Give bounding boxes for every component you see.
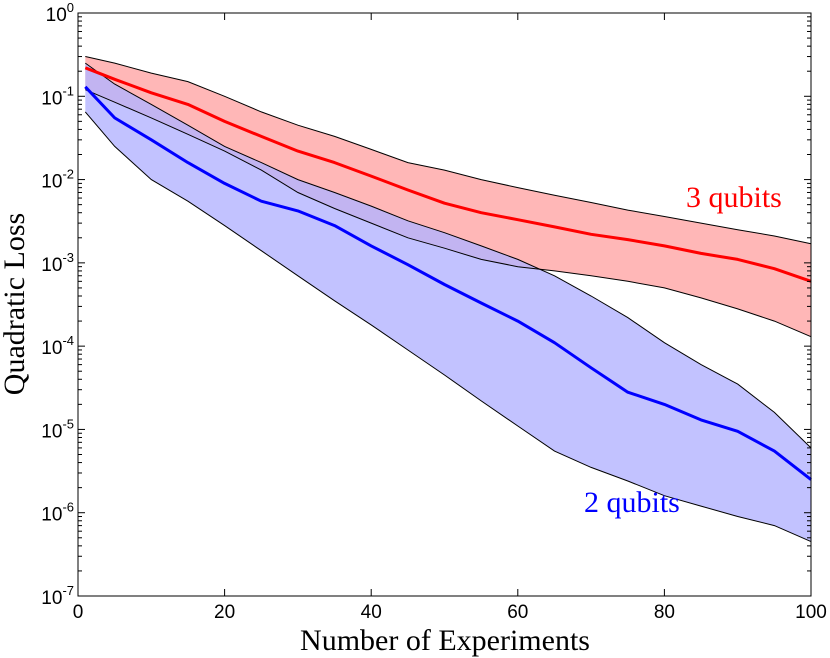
annotation-2-qubits: 2 qubits: [584, 486, 680, 519]
median-line-3-qubits: [84, 66, 812, 283]
x-tick-label: 20: [214, 602, 235, 623]
y-tick-label: 10-6: [41, 500, 74, 526]
band-3-qubits: [85, 56, 812, 337]
median-line-2-qubits: [84, 85, 812, 481]
y-tick-label: 100: [46, 0, 74, 26]
plot-frame: [77, 12, 812, 597]
y-tick-label: 10-3: [41, 250, 74, 276]
y-tick-label: 10-7: [41, 583, 74, 609]
x-tick-label: 0: [73, 602, 84, 623]
band-2-qubits: [85, 63, 812, 542]
annotation-3-qubits: 3 qubits: [686, 181, 782, 214]
band-lower-edge-3-qubits: [85, 89, 812, 338]
y-axis-title: Quadratic Loss: [0, 213, 31, 395]
x-tick-label: 60: [507, 602, 528, 623]
x-axis-title: Number of Experiments: [300, 624, 590, 657]
y-tick-label: 10-5: [41, 416, 74, 442]
x-tick-label: 40: [361, 602, 382, 623]
series-layer: [84, 56, 812, 543]
band-upper-edge-2-qubits: [85, 62, 812, 449]
y-tick-label: 10-4: [41, 333, 74, 359]
ticks-layer: 0 20 40 60 80 100 100 10-1 10-2 10-3 10-4 10-5 10-6 1…: [41, 0, 827, 623]
band-upper-edge-3-qubits: [85, 56, 812, 245]
band-lower-edge-2-qubits: [84, 111, 812, 543]
y-tick-label: 10-2: [41, 167, 74, 193]
x-tick-label: 80: [654, 602, 675, 623]
y-tick-label: 10-1: [41, 83, 74, 109]
x-tick-label: 100: [795, 602, 827, 623]
